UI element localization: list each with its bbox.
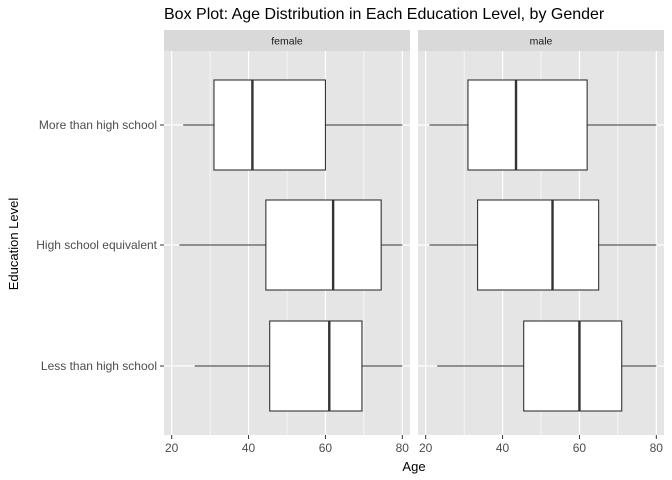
y-tick-label: Less than high school xyxy=(41,359,157,373)
x-tick-label: 80 xyxy=(396,441,410,455)
strip-label-male: male xyxy=(530,36,553,48)
box-male-1 xyxy=(429,199,657,291)
x-tick-label: 40 xyxy=(242,441,256,455)
box-iqr xyxy=(477,199,600,291)
strip-male xyxy=(418,30,664,51)
x-tick-label: 80 xyxy=(650,441,664,455)
x-axis-title: Age xyxy=(402,459,425,474)
box-female-1 xyxy=(179,199,403,291)
facet-female: female 20 40 60 80 xyxy=(164,30,410,455)
box-male-0 xyxy=(429,79,657,171)
facet-male: male 20 40 60 80 xyxy=(418,30,664,455)
box-female-0 xyxy=(183,79,403,171)
box-iqr xyxy=(467,79,588,171)
x-tick-label: 20 xyxy=(419,441,433,455)
y-tick-label: More than high school xyxy=(39,118,157,132)
x-tick-label: 40 xyxy=(496,441,510,455)
x-tick-label: 60 xyxy=(319,441,333,455)
facets: female 20 40 60 80 male 20 40 60 80 xyxy=(164,30,664,455)
y-axis-ticks: More than high school High school equival… xyxy=(36,118,164,373)
box-iqr xyxy=(523,320,623,412)
box-male-2 xyxy=(437,320,657,412)
strip-label-female: female xyxy=(271,36,303,48)
chart-title: Box Plot: Age Distribution in Each Educa… xyxy=(164,6,605,23)
y-tick-label: High school equivalent xyxy=(36,238,157,252)
y-axis-title: Education Level xyxy=(6,198,21,291)
box-iqr xyxy=(265,199,382,291)
x-tick-label: 20 xyxy=(165,441,179,455)
box-female-2 xyxy=(194,320,403,412)
box-iqr xyxy=(213,79,326,171)
strip-female xyxy=(164,30,410,51)
box-iqr xyxy=(269,320,363,412)
x-tick-label: 60 xyxy=(573,441,587,455)
